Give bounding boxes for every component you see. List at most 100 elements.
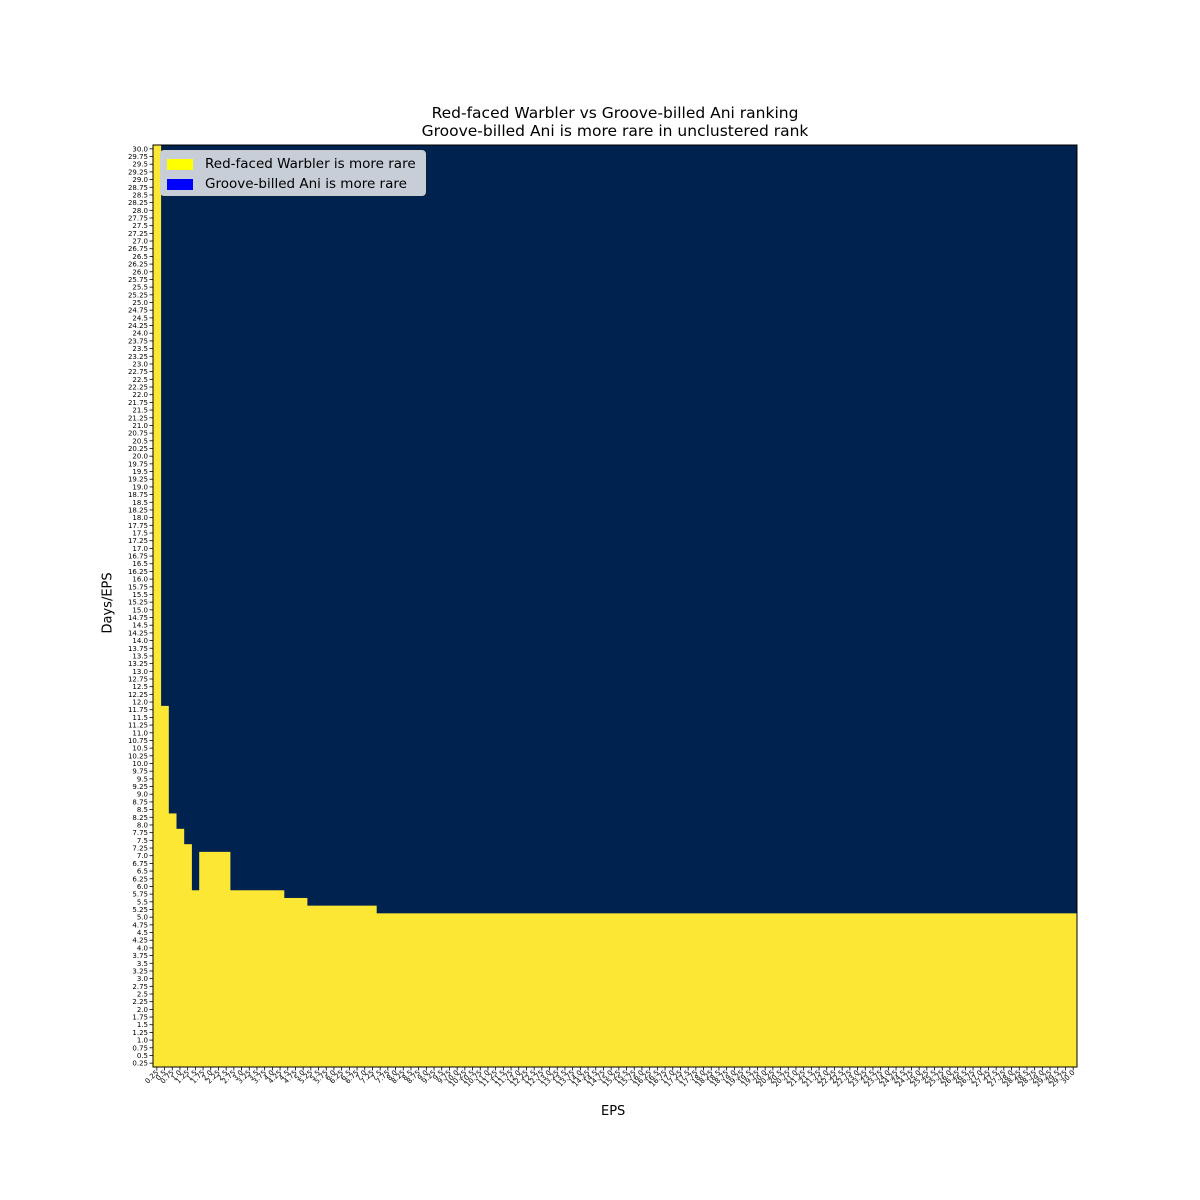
y-tick-label: 26.5 bbox=[132, 253, 148, 261]
y-tick-label: 29.75 bbox=[128, 153, 148, 161]
y-tick-label: 6.25 bbox=[132, 875, 148, 883]
heatmap-cells-red-faced-segment-1 bbox=[160, 705, 169, 1067]
y-tick-label: 9.75 bbox=[132, 768, 148, 776]
y-tick-label: 0.25 bbox=[132, 1060, 148, 1068]
y-tick-label: 0.75 bbox=[132, 1044, 148, 1052]
y-tick-label: 24.25 bbox=[128, 322, 148, 330]
y-tick-label: 27.5 bbox=[132, 222, 148, 230]
y-tick-label: 22.75 bbox=[128, 368, 148, 376]
chart-subtitle: Groove-billed Ani is more rare in unclus… bbox=[421, 122, 809, 140]
y-tick-label: 9.0 bbox=[137, 791, 148, 799]
y-tick-label: 26.75 bbox=[128, 245, 148, 253]
y-tick-label: 5.25 bbox=[132, 906, 148, 914]
legend-swatch-groove-billed bbox=[167, 178, 193, 190]
y-tick-label: 14.75 bbox=[128, 614, 148, 622]
y-tick-label: 27.0 bbox=[132, 238, 148, 246]
y-tick-label: 6.5 bbox=[137, 868, 148, 876]
y-tick-label: 24.0 bbox=[132, 330, 148, 338]
y-tick-label: 10.0 bbox=[132, 760, 148, 768]
y-tick-label: 23.25 bbox=[128, 353, 148, 361]
chart-title: Red-faced Warbler vs Groove-billed Ani r… bbox=[431, 104, 799, 122]
y-tick-label: 26.25 bbox=[128, 261, 148, 269]
y-tick-label: 12.0 bbox=[132, 699, 148, 707]
heatmap-cells-red-faced-segment-2 bbox=[168, 813, 177, 1067]
y-tick-label: 11.75 bbox=[128, 706, 148, 714]
y-tick-label: 24.5 bbox=[132, 314, 148, 322]
y-tick-label: 3.5 bbox=[137, 960, 148, 968]
legend-label-groove-billed: Groove-billed Ani is more rare bbox=[205, 176, 407, 192]
y-tick-label: 25.75 bbox=[128, 276, 148, 284]
y-tick-label: 16.25 bbox=[128, 568, 148, 576]
y-tick-label: 17.5 bbox=[132, 530, 148, 538]
legend-item-groove-billed: Groove-billed Ani is more rare bbox=[167, 175, 407, 193]
y-tick-label: 4.25 bbox=[132, 937, 148, 945]
y-tick-label: 15.5 bbox=[132, 591, 148, 599]
y-tick-label: 17.25 bbox=[128, 537, 148, 545]
heatmap-cells-red-faced-segment-4 bbox=[183, 844, 192, 1067]
y-tick-label: 14.25 bbox=[128, 629, 148, 637]
y-tick-label: 30.0 bbox=[132, 145, 148, 153]
y-tick-label: 7.75 bbox=[132, 829, 148, 837]
heatmap-cells-red-faced-segment-9 bbox=[307, 905, 377, 1067]
y-tick-label: 13.75 bbox=[128, 645, 148, 653]
y-tick-label: 27.75 bbox=[128, 214, 148, 222]
y-tick-label: 23.75 bbox=[128, 337, 148, 345]
y-tick-label: 17.75 bbox=[128, 522, 148, 530]
y-tick-label: 8.25 bbox=[132, 814, 148, 822]
legend-swatch-red-faced bbox=[167, 158, 193, 170]
y-tick-label: 21.5 bbox=[132, 407, 148, 415]
y-tick-label: 12.5 bbox=[132, 683, 148, 691]
y-tick-label: 3.25 bbox=[132, 967, 148, 975]
legend: Red-faced Warbler is more rare Groove-bi… bbox=[160, 150, 426, 196]
y-tick-label: 9.25 bbox=[132, 783, 148, 791]
heatmap-cells-red-faced-segment-6 bbox=[199, 851, 231, 1067]
y-tick-label: 2.75 bbox=[132, 983, 148, 991]
x-axis-label: EPS bbox=[601, 1104, 626, 1119]
y-tick-label: 2.0 bbox=[137, 1006, 148, 1014]
y-tick-label: 2.25 bbox=[132, 998, 148, 1006]
y-tick-label: 29.0 bbox=[132, 176, 148, 184]
y-tick-label: 11.0 bbox=[132, 729, 148, 737]
y-tick-label: 11.5 bbox=[132, 714, 148, 722]
y-tick-label: 11.25 bbox=[128, 722, 148, 730]
heatmap-cells-red-faced-segment-3 bbox=[176, 828, 185, 1067]
y-tick-label: 13.25 bbox=[128, 660, 148, 668]
y-tick-label: 22.5 bbox=[132, 376, 148, 384]
y-tick-label: 10.25 bbox=[128, 752, 148, 760]
y-tick-label: 6.75 bbox=[132, 860, 148, 868]
y-tick-label: 28.0 bbox=[132, 207, 148, 215]
plot-frame bbox=[152, 144, 1078, 1068]
y-tick-label: 28.5 bbox=[132, 191, 148, 199]
y-tick-label: 20.5 bbox=[132, 437, 148, 445]
y-tick-label: 15.0 bbox=[132, 606, 148, 614]
y-tick-label: 28.75 bbox=[128, 184, 148, 192]
heatmap-cells-red-faced-segment-5 bbox=[191, 890, 200, 1067]
y-tick-label: 19.0 bbox=[132, 483, 148, 491]
y-tick-label: 7.25 bbox=[132, 845, 148, 853]
y-tick-label: 2.5 bbox=[137, 991, 148, 999]
y-tick-label: 18.25 bbox=[128, 506, 148, 514]
y-tick-label: 14.5 bbox=[132, 622, 148, 630]
y-tick-label: 16.75 bbox=[128, 553, 148, 561]
y-tick-label: 10.75 bbox=[128, 737, 148, 745]
y-tick-label: 20.25 bbox=[128, 445, 148, 453]
y-tick-label: 18.5 bbox=[132, 499, 148, 507]
heatmap-cells-red-faced-segment-10 bbox=[376, 913, 1078, 1067]
y-tick-label: 29.5 bbox=[132, 161, 148, 169]
heatmap-cells-red-faced-segment-0 bbox=[153, 145, 162, 1067]
y-tick-label: 3.0 bbox=[137, 975, 148, 983]
y-tick-label: 10.5 bbox=[132, 745, 148, 753]
y-tick-label: 5.5 bbox=[137, 898, 148, 906]
y-tick-label: 25.0 bbox=[132, 299, 148, 307]
y-tick-label: 20.75 bbox=[128, 430, 148, 438]
y-tick-label: 16.5 bbox=[132, 560, 148, 568]
y-tick-label: 9.5 bbox=[137, 775, 148, 783]
y-tick-label: 1.5 bbox=[137, 1021, 148, 1029]
y-tick-label: 15.75 bbox=[128, 583, 148, 591]
y-tick-label: 25.5 bbox=[132, 284, 148, 292]
legend-label-red-faced: Red-faced Warbler is more rare bbox=[205, 156, 416, 172]
y-tick-label: 7.0 bbox=[137, 852, 148, 860]
y-tick-label: 8.5 bbox=[137, 806, 148, 814]
y-tick-label: 22.25 bbox=[128, 384, 148, 392]
